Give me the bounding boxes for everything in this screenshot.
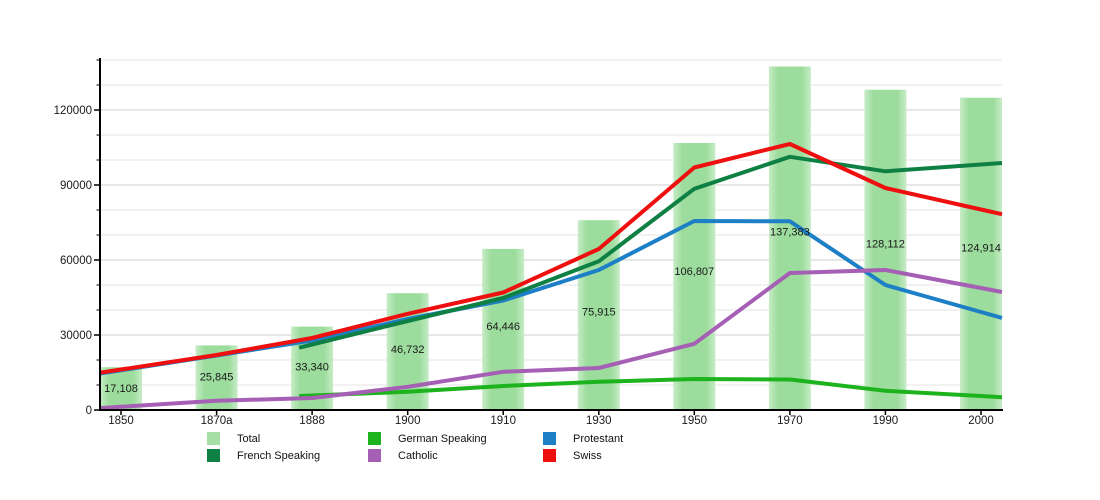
legend-label: Catholic	[398, 449, 438, 462]
x-tick-label: 1990	[873, 415, 899, 427]
bar-value-label: 106,807	[674, 266, 714, 278]
legend: Total French Speaking German Speaking Catho…	[207, 430, 623, 464]
x-tick-label: 1850	[108, 415, 134, 427]
x-tick-label: 1910	[490, 415, 516, 427]
y-tick-label: 90000	[60, 180, 92, 192]
legend-swatch-total	[207, 432, 220, 445]
legend-swatch-german-speaking	[368, 432, 381, 445]
y-tick-label: 60000	[60, 255, 92, 267]
bar-value-label: 64,446	[486, 321, 520, 333]
x-tick-label: 2000	[968, 415, 994, 427]
legend-item-german-speaking: German Speaking	[368, 430, 543, 447]
legend-label: Protestant	[573, 432, 624, 445]
total-bar-1990	[864, 89, 907, 410]
legend-swatch-catholic	[368, 449, 381, 462]
x-tick-label: 1888	[299, 415, 325, 427]
legend-swatch-protestant	[543, 432, 556, 445]
line-catholic	[99, 268, 1003, 411]
axes	[94, 58, 1003, 415]
y-tick-label: 30000	[60, 330, 92, 342]
bar-value-label: 33,340	[295, 362, 329, 374]
bar-value-label: 137,383	[770, 226, 810, 238]
x-tick-label: 1970	[777, 415, 803, 427]
legend-item-protestant: Protestant	[543, 430, 623, 447]
total-bar-1970	[768, 66, 811, 410]
legend-swatch-french-speaking	[207, 449, 220, 462]
legend-item-catholic: Catholic	[368, 447, 543, 464]
legend-label: Total	[237, 432, 261, 445]
x-tick-label: 1930	[586, 415, 612, 427]
bar-value-label: 128,112	[866, 239, 905, 251]
bar-value-label: 75,915	[582, 306, 616, 318]
line-swiss	[99, 142, 1003, 375]
legend-label: Swiss	[573, 449, 602, 462]
x-tick-label: 1870a	[201, 415, 234, 427]
bar-value-labels: 17,108 25,845 33,340 46,732 64,446 75,915 106,…	[104, 226, 1001, 394]
y-tick-label: 120000	[54, 105, 92, 117]
legend-item-swiss: Swiss	[543, 447, 623, 464]
x-tick-label: 1950	[682, 415, 708, 427]
total-bar-1910	[482, 248, 525, 410]
y-tick-label: 0	[86, 405, 92, 417]
total-bar-2000	[960, 97, 1002, 410]
bar-value-label: 25,845	[200, 371, 234, 383]
bar-value-label: 124,914	[961, 243, 1001, 255]
bar-value-label: 17,108	[104, 383, 138, 395]
legend-item-total: Total	[207, 430, 368, 447]
x-tick-label: 1900	[395, 415, 421, 427]
legend-label: French Speaking	[237, 449, 321, 462]
series-lines	[99, 142, 1003, 411]
legend-label: German Speaking	[398, 432, 487, 445]
legend-swatch-swiss	[543, 449, 556, 462]
tick-labels: 0 30000 60000 90000 120000 1850 1870a 1888 1900 1…	[54, 105, 994, 427]
bar-value-label: 46,732	[391, 344, 425, 356]
line-french-speaking	[298, 154, 1003, 350]
legend-item-french-speaking: French Speaking	[207, 447, 368, 464]
